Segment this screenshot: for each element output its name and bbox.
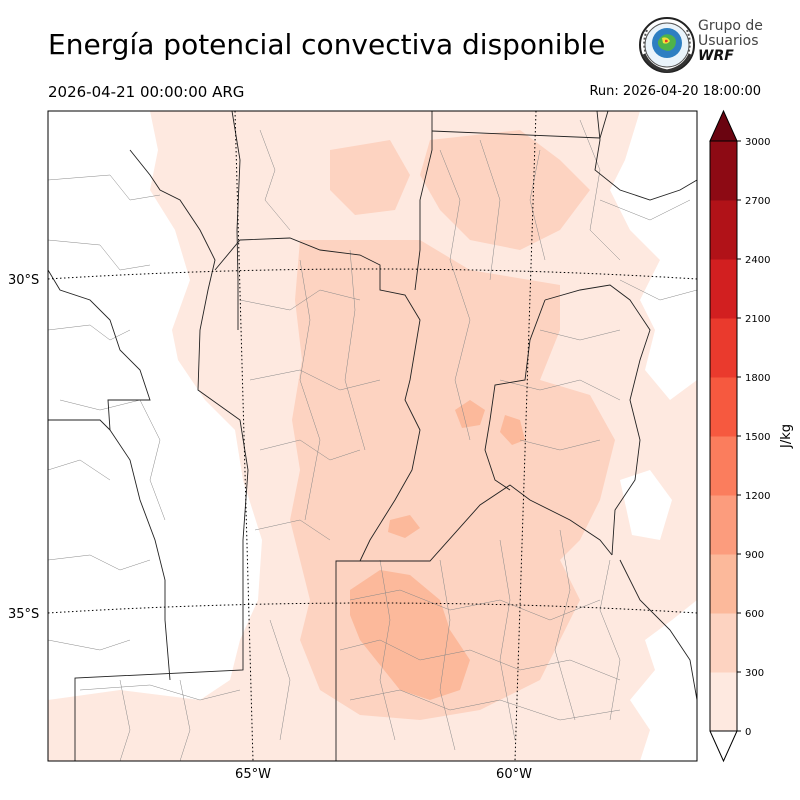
colorbar-over-triangle (709, 109, 738, 142)
lat-label-35s: 35°S (8, 607, 39, 622)
meridian-65w (234, 111, 254, 761)
map-frame (47, 110, 698, 762)
valid-time-label: 2026-04-21 00:00:00 ARG (48, 83, 245, 101)
cape-band-300-600-north (420, 130, 590, 250)
cape-band-600-900-south (350, 570, 470, 700)
colorbar: 0 300 600 900 1200 1500 1800 2100 2400 2700 3000 (709, 109, 770, 763)
lat-label-30s: 30°S (8, 273, 39, 288)
colorbar-tick-label: 1500 (745, 432, 770, 443)
cape-zero-area-east-small (620, 470, 672, 540)
colorbar-segment (710, 259, 737, 319)
colorbar-segment (710, 141, 737, 201)
wrf-users-group-logo: Grupo de Usuarios WRF (638, 16, 768, 74)
lon-label-60w: 60°W (496, 767, 532, 782)
colorbar-tick-label: 600 (745, 609, 764, 620)
cape-band-600-900-mid (388, 515, 420, 538)
run-time-label: Run: 2026-04-20 18:00:00 (589, 84, 761, 99)
colorbar-tick-label: 1800 (745, 373, 770, 384)
cape-zero-area-southeast (630, 600, 697, 761)
lon-label-65w: 65°W (235, 767, 271, 782)
graticule (48, 111, 697, 761)
colorbar-segment (710, 377, 737, 437)
cape-zero-area-northeast (610, 111, 697, 400)
colorbar-tick-label: 900 (745, 550, 764, 561)
colorbar-segment (710, 200, 737, 260)
colorbar-segment (710, 613, 737, 673)
page-title: Energía potencial convectiva disponible (48, 28, 606, 61)
boundaries (48, 111, 697, 761)
cape-band-600-900-east (455, 400, 485, 428)
colorbar-tick-label: 2100 (745, 314, 770, 325)
cape-field (48, 111, 697, 761)
department-boundaries (48, 119, 697, 761)
colorbar-segment (710, 672, 737, 732)
cape-band-600-900-east2 (500, 415, 525, 445)
meridian-60w (514, 111, 537, 761)
colorbar-tick-label: 0 (745, 727, 751, 738)
colorbar-tick-label: 2700 (745, 196, 770, 207)
colorbar-under-triangle (709, 730, 738, 763)
colorbar-tick-label: 300 (745, 668, 764, 679)
logo-text-line2: Usuarios (698, 33, 759, 49)
logo-text-line1: Grupo de (698, 18, 763, 34)
cape-zero-area-west (48, 111, 262, 700)
province-boundaries (48, 111, 697, 761)
cape-band-300-600-north2 (330, 140, 410, 215)
colorbar-segment (710, 436, 737, 496)
colorbar-segment (710, 495, 737, 555)
logo-text-wrf: WRF (698, 48, 734, 64)
colorbar-tick-label: 1200 (745, 491, 770, 502)
colorbar-segment (710, 318, 737, 378)
colorbar-tick-label: 3000 (745, 137, 770, 148)
colorbar-unit-label: J/kg (779, 424, 794, 449)
colorbar-tick-label: 2400 (745, 255, 770, 266)
parallel-30s (48, 268, 697, 280)
colorbar-segment (710, 554, 737, 614)
globe-seal-icon (639, 17, 695, 73)
parallel-35s (48, 602, 697, 614)
